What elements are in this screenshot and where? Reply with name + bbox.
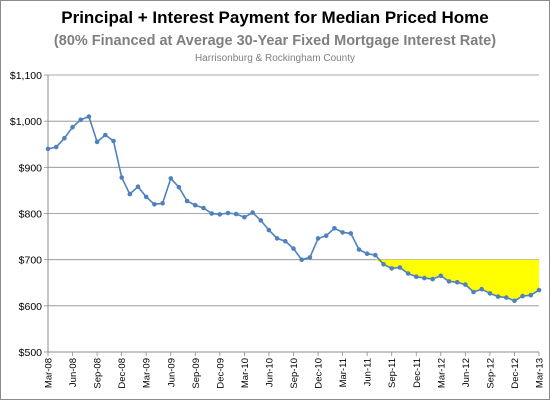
data-point — [127, 191, 133, 197]
data-point — [389, 266, 395, 271]
x-tick-label: Mar-12 — [436, 358, 447, 388]
tick-labels: $500 $600 $700 $800 $900 $1,000 $1,100 Mar-08 Ju… — [10, 70, 546, 389]
y-tick-label: $800 — [19, 209, 43, 221]
data-point — [94, 139, 100, 145]
x-tick-label: Jun-09 — [166, 358, 177, 387]
x-tick-label: Mar-08 — [44, 358, 55, 388]
x-tick-label: Dec-12 — [510, 358, 521, 389]
data-point — [45, 146, 51, 152]
data-point — [430, 276, 435, 282]
data-point — [258, 218, 264, 223]
data-point — [323, 233, 329, 238]
data-point — [364, 251, 370, 256]
data-point — [348, 231, 354, 236]
data-point — [217, 212, 223, 217]
axes — [44, 74, 540, 356]
x-tick-label: Mar-13 — [535, 358, 546, 388]
data-point — [520, 293, 525, 299]
chart-title: Principal + Interest Payment for Median … — [61, 8, 489, 27]
data-point — [307, 255, 313, 260]
y-tick-label: $1,000 — [10, 116, 42, 128]
gridlines — [48, 74, 539, 307]
data-point — [479, 286, 485, 292]
data-point — [291, 246, 296, 251]
x-tick-label: Jun-08 — [68, 358, 79, 387]
data-point — [119, 175, 124, 180]
data-point — [283, 238, 288, 244]
data-point — [340, 230, 345, 235]
data-point — [487, 291, 493, 296]
y-tick-label: $600 — [19, 301, 43, 313]
data-point — [274, 236, 280, 241]
data-point — [332, 226, 337, 231]
data-point — [397, 265, 403, 270]
chart-region-label: Harrisonburg & Rockingham County — [194, 53, 356, 64]
data-point — [168, 176, 174, 181]
data-point — [86, 114, 92, 119]
data-point — [422, 275, 427, 281]
y-tick-label: $700 — [19, 255, 43, 267]
x-tick-label: Dec-09 — [215, 358, 226, 389]
y-tick-label: $500 — [19, 347, 43, 359]
x-tick-label: Mar-10 — [240, 358, 251, 388]
x-tick-label: Dec-10 — [314, 358, 325, 389]
data-point — [414, 274, 419, 280]
data-point — [242, 214, 247, 220]
data-point — [111, 138, 116, 144]
data-point — [463, 282, 468, 287]
x-tick-label: Sep-12 — [485, 358, 496, 389]
x-tick-label: Sep-09 — [191, 358, 202, 389]
data-point — [373, 252, 378, 258]
data-point — [438, 273, 444, 279]
data-point — [78, 117, 83, 123]
data-point — [381, 262, 386, 267]
x-tick-label: Mar-11 — [338, 358, 349, 387]
data-point — [495, 294, 501, 299]
data-point — [536, 287, 542, 293]
data-point — [233, 211, 239, 217]
data-series — [45, 114, 542, 304]
data-point — [266, 227, 272, 233]
data-point — [209, 211, 214, 216]
data-point — [135, 184, 141, 189]
data-point — [528, 292, 534, 298]
data-point — [454, 280, 460, 285]
data-point — [62, 135, 67, 141]
data-point — [405, 271, 411, 276]
data-point — [70, 124, 75, 130]
x-tick-label: Sep-10 — [289, 358, 300, 389]
data-point — [152, 202, 157, 207]
x-tick-label: Jun-10 — [264, 358, 275, 387]
data-point — [160, 201, 165, 206]
y-tick-label: $900 — [19, 162, 43, 174]
x-tick-label: Dec-11 — [412, 358, 423, 388]
data-point — [299, 257, 305, 263]
x-tick-label: Sep-11 — [387, 358, 398, 388]
data-point — [225, 210, 231, 216]
data-point — [176, 184, 182, 190]
y-tick-label: $1,100 — [10, 70, 42, 82]
x-tick-label: Jun-11 — [363, 358, 374, 386]
data-point — [471, 289, 476, 295]
data-point — [193, 202, 198, 208]
data-point — [53, 144, 59, 150]
data-point — [184, 198, 190, 204]
data-point — [512, 298, 517, 304]
data-point — [356, 247, 362, 252]
x-tick-label: Mar-09 — [142, 358, 153, 388]
data-point — [504, 295, 509, 300]
data-point — [103, 132, 108, 138]
data-point — [250, 210, 255, 215]
data-point — [315, 236, 321, 241]
data-point — [201, 205, 206, 211]
data-point — [446, 279, 452, 284]
chart-subtitle: (80% Financed at Average 30-Year Fixed M… — [53, 33, 497, 49]
x-tick-label: Jun-12 — [461, 358, 472, 387]
x-tick-label: Sep-08 — [93, 358, 104, 389]
x-tick-label: Dec-08 — [117, 358, 128, 389]
data-point — [143, 194, 149, 200]
